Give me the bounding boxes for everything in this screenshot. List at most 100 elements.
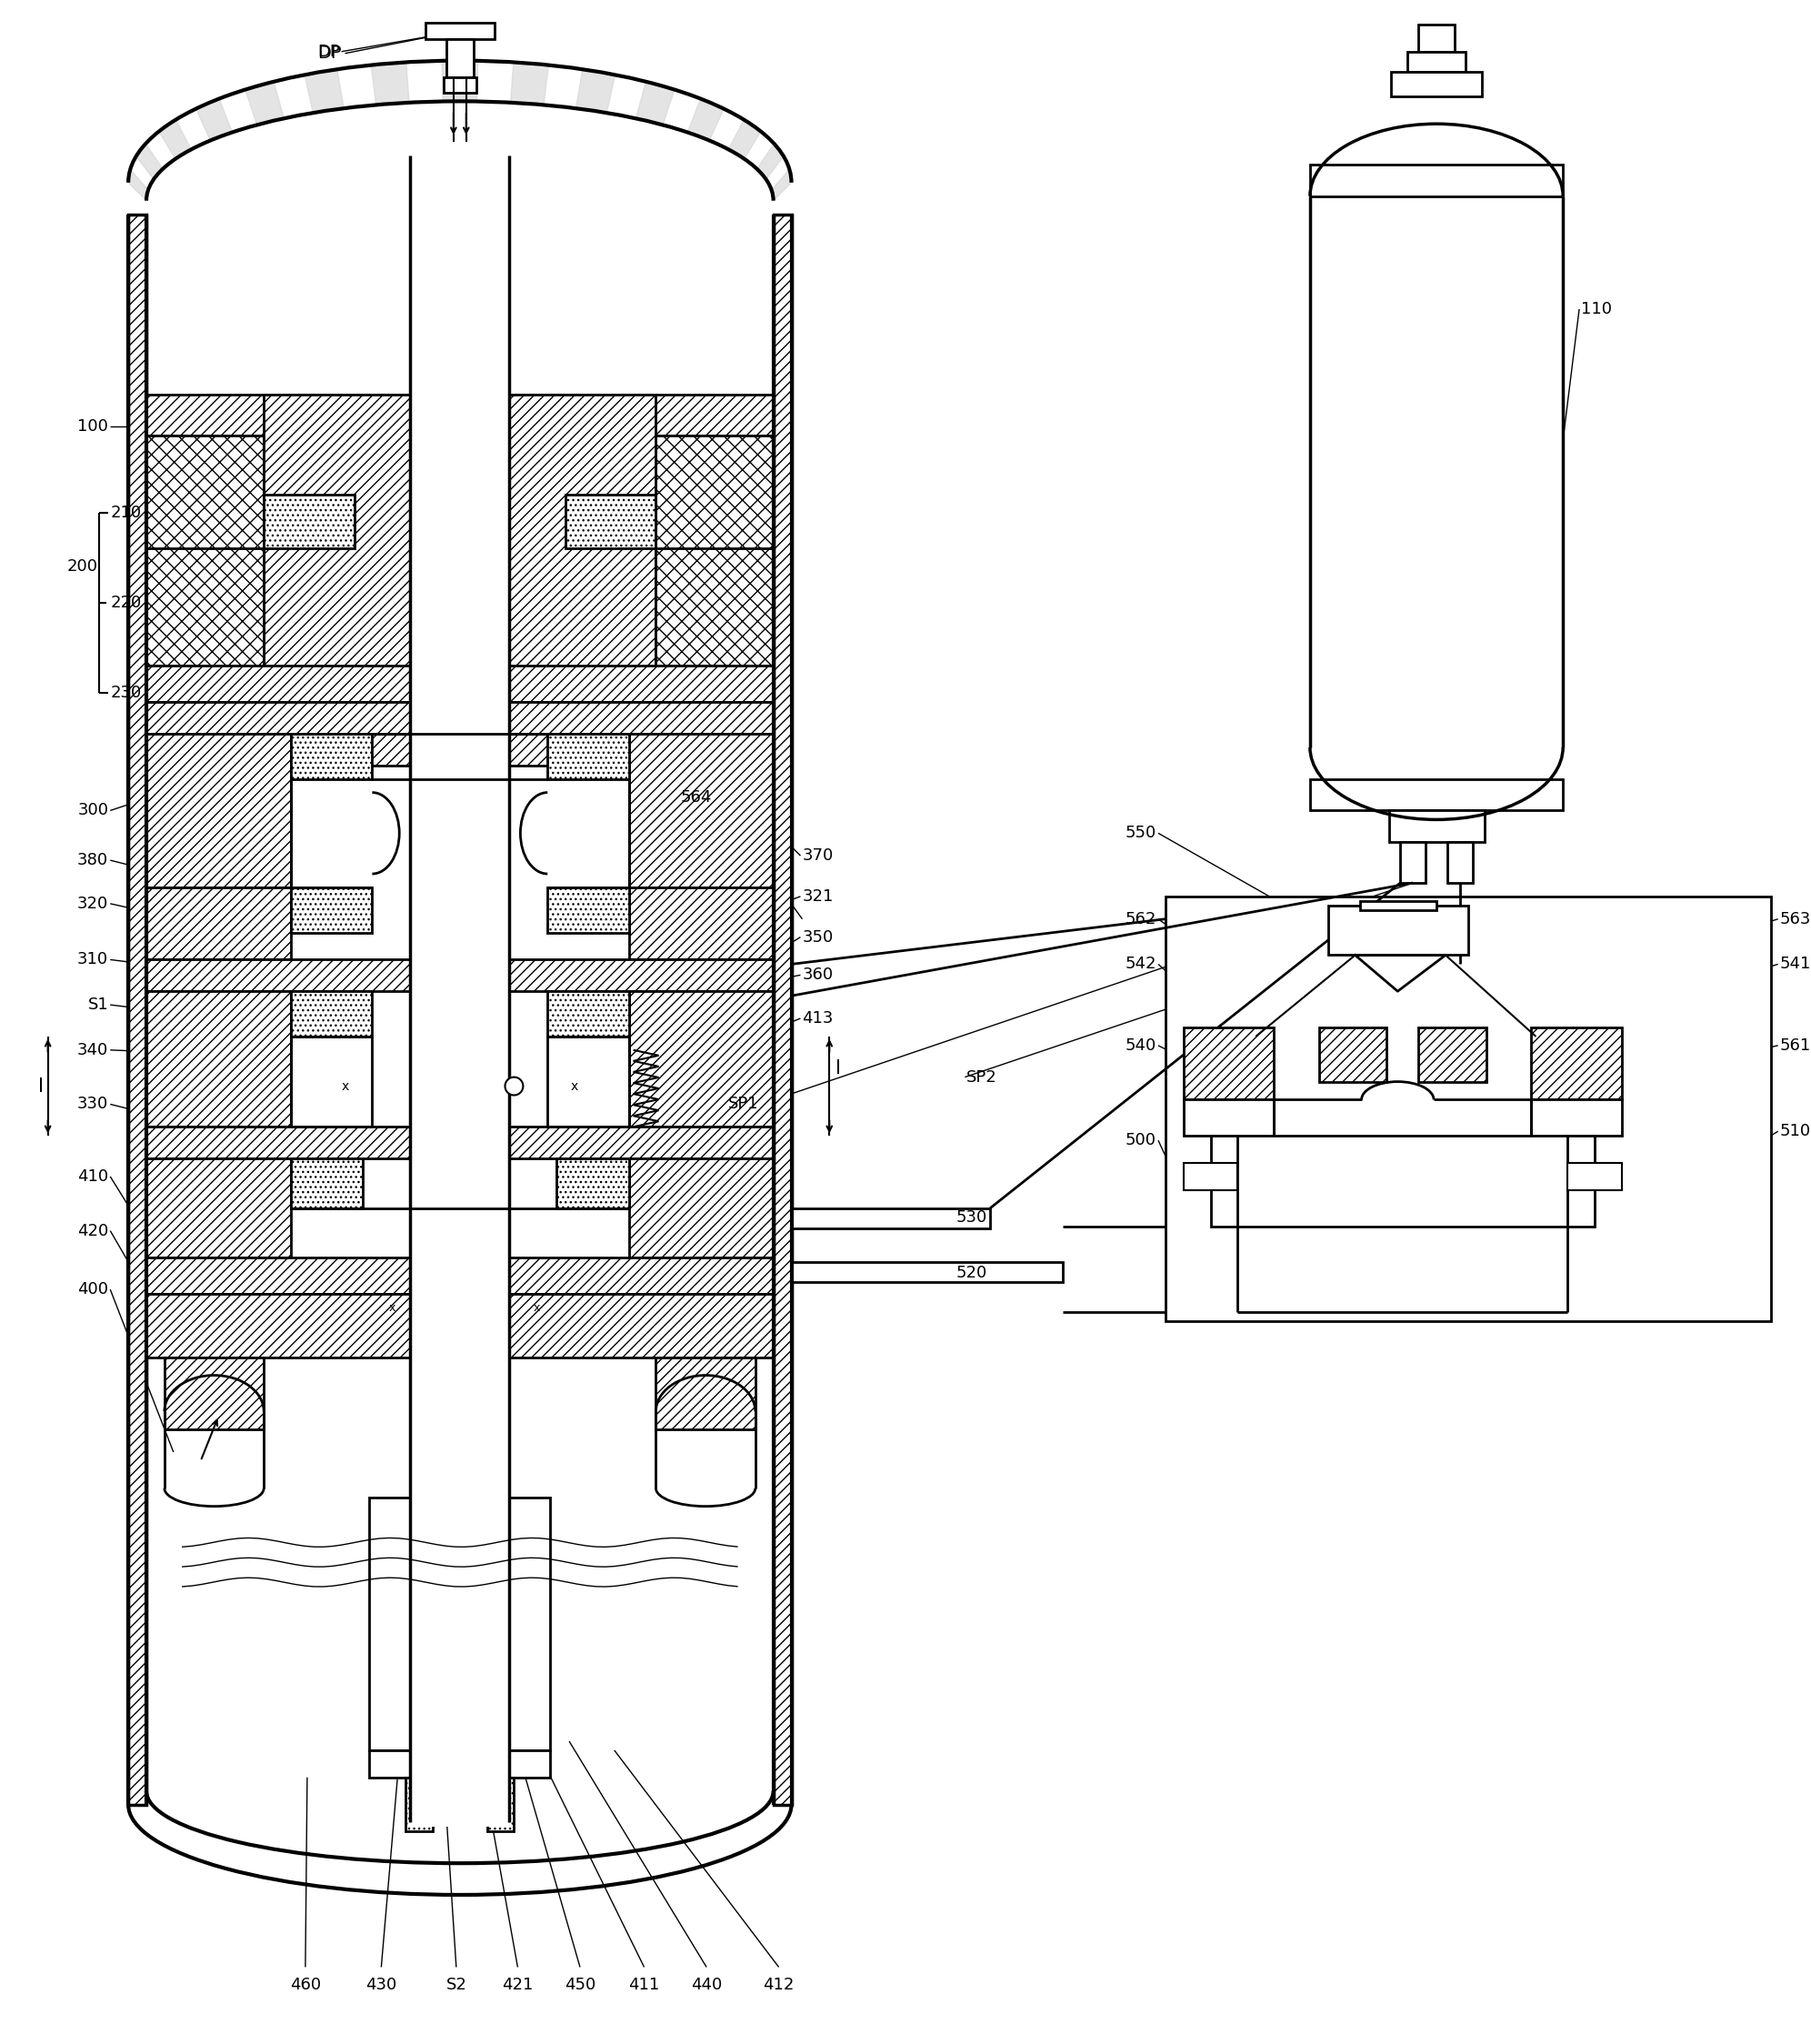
Text: 110: 110 [1581, 300, 1612, 317]
Polygon shape [728, 121, 761, 159]
Polygon shape [304, 69, 344, 112]
Text: 210: 210 [110, 505, 141, 521]
Polygon shape [136, 143, 163, 180]
Polygon shape [636, 82, 674, 125]
Text: 421: 421 [502, 1977, 532, 1993]
Bar [147, 394, 773, 435]
Bar [1389, 811, 1485, 842]
Bar [292, 991, 373, 1036]
Bar [147, 703, 773, 734]
Bar [165, 1357, 264, 1429]
Text: DP: DP [317, 45, 342, 61]
Bar [369, 1750, 551, 1778]
Bar [446, 39, 473, 78]
Text: 430: 430 [366, 1977, 397, 1993]
Bar [292, 1159, 364, 1208]
Bar [444, 78, 476, 94]
Bar [1309, 164, 1563, 196]
Bar [487, 1778, 514, 1831]
Text: 321: 321 [802, 889, 833, 905]
Text: 412: 412 [762, 1977, 795, 1993]
Text: 100: 100 [78, 419, 109, 435]
Bar [292, 887, 373, 932]
Bar [1184, 1163, 1237, 1190]
Bar [1166, 897, 1771, 1320]
Polygon shape [371, 61, 409, 104]
Text: 360: 360 [802, 967, 833, 983]
Bar [1309, 779, 1563, 811]
Bar [147, 1159, 292, 1257]
Bar [147, 1126, 773, 1159]
Text: 411: 411 [628, 1977, 659, 1993]
Bar [292, 734, 373, 779]
Text: 320: 320 [78, 895, 109, 912]
Bar [1400, 842, 1425, 883]
Bar [1407, 51, 1465, 72]
Polygon shape [511, 61, 549, 104]
Bar [264, 435, 355, 495]
Bar [369, 1498, 415, 1750]
Bar [1327, 905, 1469, 955]
Bar [791, 1208, 991, 1228]
Bar [147, 734, 292, 887]
Text: SP2: SP2 [967, 1069, 998, 1085]
Bar [1318, 1028, 1387, 1081]
Bar [656, 1357, 755, 1429]
Bar [1532, 1100, 1621, 1136]
Text: 542: 542 [1125, 957, 1157, 973]
Text: SP1: SP1 [728, 1096, 759, 1112]
Bar [1568, 1163, 1621, 1190]
Bar [1418, 25, 1454, 51]
Bar [773, 215, 791, 1805]
Polygon shape [159, 121, 192, 159]
Bar [628, 991, 773, 1126]
Bar [565, 435, 656, 495]
Text: 530: 530 [956, 1208, 987, 1224]
Bar [264, 394, 656, 764]
Bar [556, 1159, 628, 1208]
Text: 220: 220 [110, 595, 141, 611]
Text: x: x [340, 1079, 350, 1094]
Polygon shape [771, 170, 791, 200]
Text: 413: 413 [802, 1010, 833, 1026]
Bar [1210, 1136, 1237, 1226]
Text: 410: 410 [78, 1169, 109, 1186]
Text: x: x [389, 1302, 395, 1314]
Bar [547, 887, 628, 932]
Bar [147, 666, 773, 703]
Bar [147, 435, 264, 562]
Bar [147, 959, 773, 991]
Text: x: x [570, 1079, 578, 1094]
Text: 350: 350 [802, 928, 833, 944]
Bar [147, 1294, 773, 1357]
Text: I: I [835, 1059, 840, 1077]
Bar [264, 495, 355, 548]
Polygon shape [129, 170, 149, 200]
Bar [505, 1498, 551, 1750]
Text: 563: 563 [1780, 912, 1811, 928]
Text: 550: 550 [1125, 826, 1157, 842]
Bar [565, 495, 656, 548]
Bar [147, 548, 264, 666]
Text: 330: 330 [78, 1096, 109, 1112]
Text: 380: 380 [78, 852, 109, 869]
Bar [1360, 901, 1436, 910]
Text: S1: S1 [87, 997, 109, 1014]
Bar [129, 215, 147, 1805]
Bar [147, 991, 292, 1126]
Bar [1418, 1028, 1487, 1081]
Bar [656, 435, 773, 562]
Bar [426, 22, 494, 39]
Bar [656, 548, 773, 666]
Text: 230: 230 [110, 685, 141, 701]
Bar [409, 155, 509, 1827]
Bar [1447, 842, 1472, 883]
Bar [1568, 1136, 1595, 1226]
Bar [406, 1778, 433, 1831]
Text: 541: 541 [1780, 957, 1811, 973]
Circle shape [505, 1077, 523, 1096]
Bar [1532, 1028, 1621, 1100]
Polygon shape [688, 98, 724, 141]
Bar [628, 1159, 773, 1257]
Text: 540: 540 [1125, 1036, 1157, 1053]
